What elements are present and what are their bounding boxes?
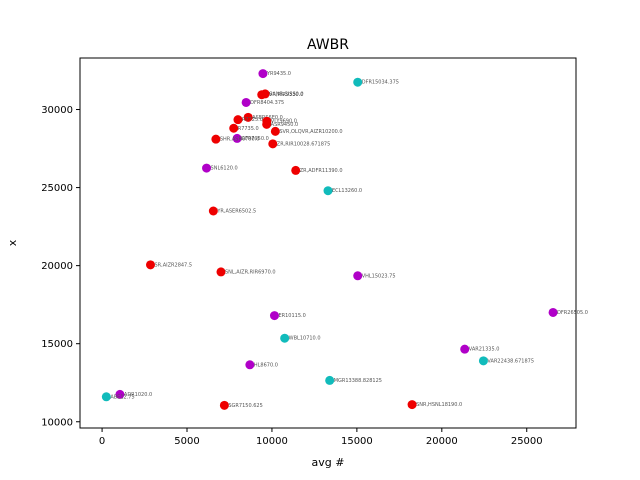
point-label: DFR7950.0	[241, 136, 269, 142]
point-label: SGR7150.625	[228, 403, 262, 409]
point-label: DFR15034.375	[362, 80, 399, 86]
data-point	[269, 311, 279, 321]
point-label: YR9435.0	[266, 71, 291, 77]
y-axis-label: x	[6, 239, 19, 246]
x-tick-label: 10000	[256, 436, 288, 447]
data-point	[202, 163, 212, 173]
point-label: DFR8404.375	[250, 100, 284, 106]
y-axis: 10000 15000 20000 25000 30000	[41, 105, 80, 428]
data-point	[353, 271, 363, 281]
point-label: R7735.0	[238, 126, 259, 132]
data-point	[460, 344, 470, 354]
data-point	[145, 260, 155, 270]
y-tick-label: 20000	[41, 261, 73, 272]
point-label: MGR13388.828125	[334, 378, 382, 384]
y-tick-label: 30000	[41, 105, 73, 116]
y-tick-label: 25000	[41, 183, 73, 194]
point-label: WBL10710.0	[289, 336, 321, 342]
point-label: VAR22438.671875	[487, 358, 534, 364]
point-label: SVR,OLQVR,AIZR10200.0	[279, 129, 342, 135]
point-label: R7725.0	[242, 117, 263, 123]
data-point	[219, 400, 229, 410]
point-label: SR,AIZR2847.5	[154, 262, 192, 268]
data-point	[353, 77, 363, 87]
point-label: YR,ASER6502.5	[216, 208, 256, 214]
point-label: SANR,SISS0.0	[269, 91, 303, 97]
data-point	[101, 392, 111, 402]
data-point	[260, 89, 270, 99]
data-point	[325, 375, 335, 385]
data-point	[232, 133, 242, 143]
point-label: ECL13260.0	[332, 188, 362, 194]
data-point	[229, 123, 239, 133]
point-label: VAR21335.0	[469, 347, 500, 353]
point-label: SVR,RIR9330.0	[266, 92, 304, 98]
point-label: SNL,AIZR,RIR6970.0	[225, 269, 276, 275]
data-point	[270, 126, 280, 136]
data-point	[323, 186, 333, 196]
data-point	[245, 360, 255, 370]
point-label: ZR,ADFR11390.0	[300, 168, 343, 174]
x-axis-label: avg #	[312, 456, 345, 469]
data-point	[233, 115, 243, 125]
point-label: SNR,HSNL18190.0	[416, 402, 462, 408]
point-label: ZR,RIR10028.671875	[277, 141, 331, 147]
point-label: ADR1020.0	[124, 392, 152, 398]
x-tick-label: 5000	[174, 436, 199, 447]
data-point	[243, 112, 253, 122]
point-label: VLY9690.0	[271, 119, 297, 125]
data-point	[211, 134, 221, 144]
point-label: ABE12.75	[110, 394, 134, 400]
x-tick-label: 15000	[341, 436, 373, 447]
point-label: SNL6120.0	[211, 166, 238, 172]
plot-frame	[79, 57, 577, 429]
y-tick-label: 15000	[41, 339, 73, 350]
y-tick-label: 10000	[41, 417, 73, 428]
x-tick-label: 0	[99, 436, 105, 447]
data-point	[241, 97, 251, 107]
point-label: VHL15023.75	[362, 273, 396, 279]
points-layer: YR9435.0 DFR15034.375 SVR,RIR9330.0SANR,SI…	[101, 69, 588, 410]
point-label: ASR9450.0	[271, 122, 299, 128]
data-point	[262, 119, 272, 129]
data-point	[216, 267, 226, 277]
data-point	[478, 356, 488, 366]
data-point	[280, 333, 290, 343]
data-point	[291, 165, 301, 175]
point-label: HL8670.0	[254, 362, 278, 368]
point-label: ER10115.0	[278, 313, 305, 319]
data-point	[548, 307, 558, 317]
data-point	[208, 206, 218, 216]
data-point	[258, 69, 268, 79]
point-label: SHR,ASR6700.0	[220, 137, 260, 143]
data-point	[407, 400, 417, 410]
data-point	[115, 389, 125, 399]
x-tick-label: 20000	[426, 436, 458, 447]
x-tick-label: 25000	[511, 436, 543, 447]
point-label: DFR26505.0	[557, 310, 588, 316]
data-point	[268, 139, 278, 149]
x-axis: 0 5000 10000 15000 20000 25000	[99, 428, 543, 447]
chart-title: AWBR	[307, 37, 349, 53]
